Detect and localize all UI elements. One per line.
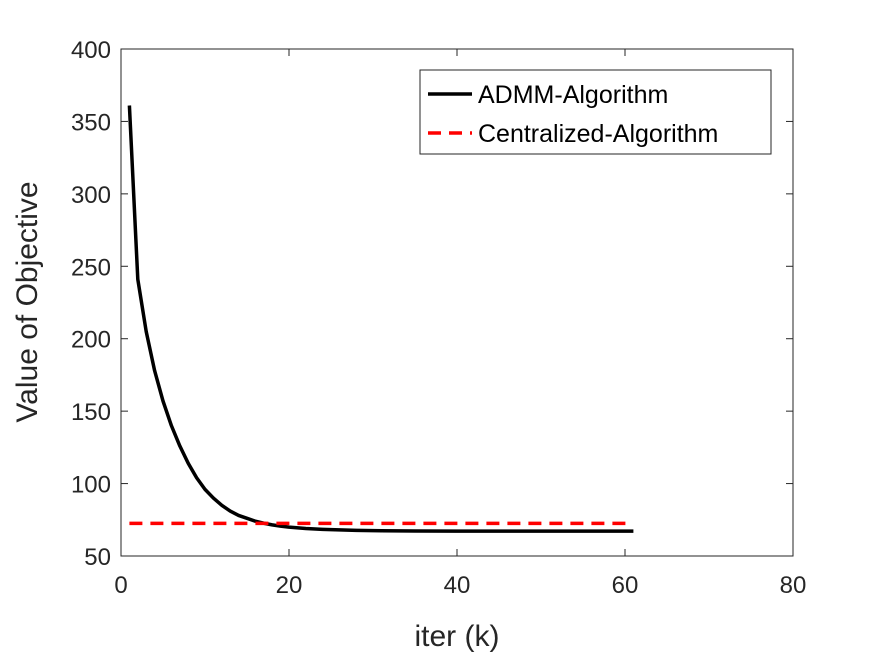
- x-tick-label: 40: [444, 572, 471, 599]
- x-axis-label: iter (k): [415, 620, 500, 653]
- x-tick-label: 60: [612, 572, 639, 599]
- y-tick-label: 250: [71, 254, 111, 281]
- x-tick-label: 20: [276, 572, 303, 599]
- y-tick-label: 50: [84, 544, 111, 571]
- axis-ticks: 0 20 40 60 80 50 100 150 200 250 300 350 400: [71, 37, 806, 599]
- y-tick-label: 400: [71, 37, 111, 64]
- legend-box: [419, 69, 772, 155]
- y-axis-label: Value of Objective: [11, 181, 44, 422]
- legend-label-centralized: Centralized-Algorithm: [478, 120, 718, 148]
- y-tick-label: 150: [71, 399, 111, 426]
- x-tick-label: 0: [114, 572, 127, 599]
- y-tick-label: 200: [71, 327, 111, 354]
- y-tick-label: 100: [71, 472, 111, 499]
- y-tick-label: 350: [71, 109, 111, 136]
- x-tick-label: 80: [780, 572, 807, 599]
- legend-label-admm: ADMM-Algorithm: [478, 81, 668, 109]
- series-layer: [127, 105, 634, 533]
- y-tick-label: 300: [71, 182, 111, 209]
- legend: ADMM-Algorithm Centralized-Algorithm: [419, 69, 772, 155]
- series-line-admm: [127, 105, 634, 533]
